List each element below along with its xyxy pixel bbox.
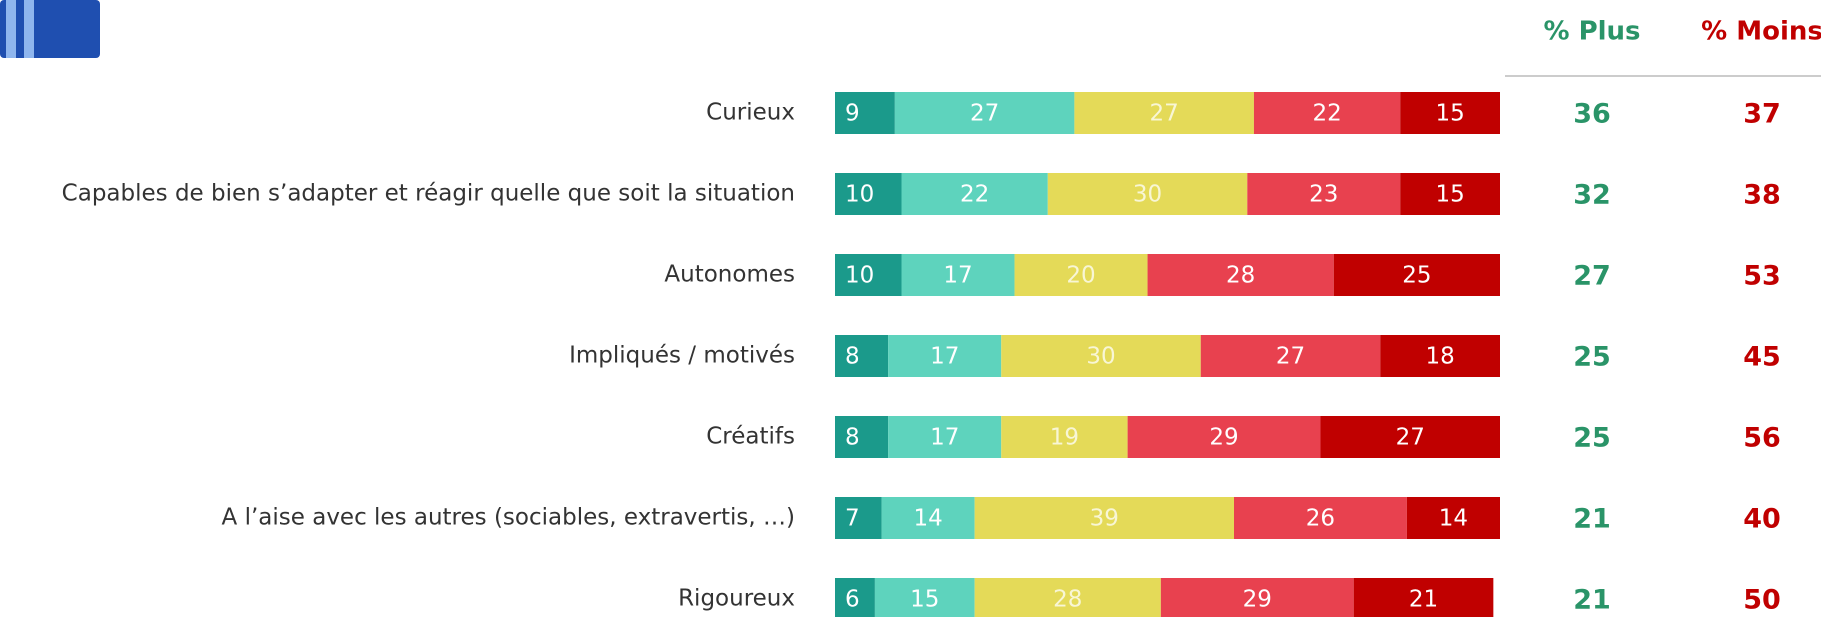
segment-label: 27 — [1396, 425, 1425, 451]
segment-label: 20 — [1066, 263, 1095, 289]
column-value: 21 — [1573, 585, 1611, 616]
category-label: Autonomes — [664, 262, 795, 288]
icon — [0, 0, 100, 58]
segment-label: 9 — [845, 101, 860, 127]
segment-label: 28 — [1226, 263, 1255, 289]
bar-segment — [1200, 335, 1381, 377]
bar-segment — [1400, 173, 1500, 215]
bar-segment — [1400, 92, 1500, 134]
category-label: Créatifs — [706, 424, 795, 450]
segment-label: 8 — [845, 344, 860, 370]
segment-label: 6 — [845, 587, 860, 613]
column-value: 53 — [1743, 261, 1781, 292]
bar-segment — [1001, 335, 1201, 377]
column-value: 50 — [1743, 585, 1781, 616]
column-value: 40 — [1743, 504, 1781, 535]
bar-segment — [888, 335, 1002, 377]
bar-segment — [1333, 254, 1500, 296]
segment-label: 28 — [1053, 587, 1082, 613]
bar-segment — [901, 254, 1015, 296]
bar-segment — [1380, 335, 1500, 377]
bar-segment — [881, 497, 975, 539]
bar-segment — [835, 335, 889, 377]
bar-segment — [974, 497, 1234, 539]
segment-label: 21 — [1409, 587, 1438, 613]
column-value: 38 — [1743, 180, 1781, 211]
column-value: 25 — [1573, 423, 1611, 454]
bar-segment — [1074, 92, 1254, 134]
segment-label: 26 — [1306, 506, 1335, 532]
category-label: A l’aise avec les autres (sociables, ext… — [222, 505, 795, 531]
segment-label: 29 — [1243, 587, 1272, 613]
category-label: Curieux — [706, 100, 795, 126]
segment-label: 14 — [913, 506, 942, 532]
segment-label: 14 — [1439, 506, 1468, 532]
segment-label: 10 — [845, 182, 874, 208]
segment-label: 19 — [1050, 425, 1079, 451]
bar-segment — [874, 578, 975, 617]
bar-segment — [1127, 416, 1321, 458]
segment-label: 15 — [1435, 182, 1464, 208]
segment-label: 18 — [1426, 344, 1455, 370]
bar-segment — [835, 92, 895, 134]
segment-label: 15 — [1435, 101, 1464, 127]
segment-label: 39 — [1090, 506, 1119, 532]
segment-label: 29 — [1209, 425, 1238, 451]
column-value: 32 — [1573, 180, 1611, 211]
category-label: Impliqués / motivés — [569, 343, 795, 369]
segment-label: 15 — [910, 587, 939, 613]
bar-segment — [974, 578, 1161, 617]
segment-label: 27 — [970, 101, 999, 127]
column-value: 27 — [1573, 261, 1611, 292]
bar-segment — [1160, 578, 1354, 617]
column-value: 56 — [1743, 423, 1781, 454]
bar-segment — [1253, 92, 1401, 134]
bar-segment — [1234, 497, 1407, 539]
bar-segment — [835, 173, 902, 215]
segment-label: 27 — [1276, 344, 1305, 370]
bar-segment — [835, 254, 902, 296]
bar-segment — [835, 416, 889, 458]
segment-label: 22 — [960, 182, 989, 208]
segment-label: 30 — [1133, 182, 1162, 208]
column-header: % Moins — [1701, 17, 1821, 47]
bar-segment — [894, 92, 1075, 134]
segment-label: 17 — [930, 425, 959, 451]
column-value: 21 — [1573, 504, 1611, 535]
bar-segment — [1047, 173, 1248, 215]
segment-label: 30 — [1086, 344, 1115, 370]
bar-segment — [1247, 173, 1401, 215]
column-value: 45 — [1743, 342, 1781, 373]
bar-segment — [1406, 497, 1500, 539]
segment-label: 8 — [845, 425, 860, 451]
bar-segment — [888, 416, 1002, 458]
column-header: % Plus — [1543, 17, 1640, 47]
segment-label: 22 — [1312, 101, 1341, 127]
column-value: 25 — [1573, 342, 1611, 373]
segment-label: 10 — [845, 263, 874, 289]
segment-label: 27 — [1150, 101, 1179, 127]
column-value: 37 — [1743, 99, 1781, 130]
bar-segment — [835, 497, 882, 539]
segment-label: 25 — [1402, 263, 1431, 289]
segment-label: 17 — [930, 344, 959, 370]
category-label: Rigoureux — [678, 586, 795, 612]
bar-segment — [1014, 254, 1148, 296]
segment-label: 7 — [845, 506, 860, 532]
segment-label: 17 — [943, 263, 972, 289]
category-label: Capables de bien s’adapter et réagir que… — [62, 181, 795, 207]
column-value: 36 — [1573, 99, 1611, 130]
bar-segment — [1320, 416, 1500, 458]
segment-label: 23 — [1309, 182, 1338, 208]
bar-segment — [835, 578, 875, 617]
bar-segment — [1001, 416, 1128, 458]
bar-segment — [901, 173, 1048, 215]
bar-segment — [1147, 254, 1334, 296]
bar-segment — [1353, 578, 1494, 617]
